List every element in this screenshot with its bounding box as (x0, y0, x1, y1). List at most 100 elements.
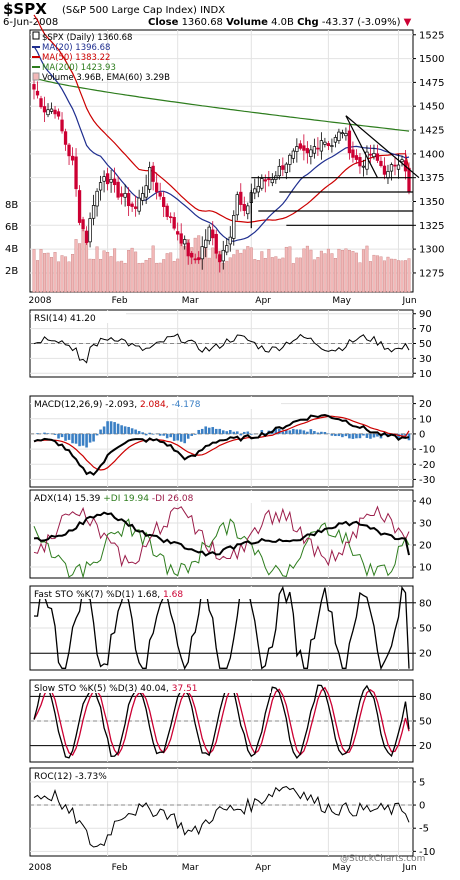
candle-body (351, 149, 355, 158)
chg-label: Chg (297, 17, 319, 28)
macd-histogram-bar (53, 433, 57, 435)
volume-bar (239, 252, 243, 293)
macd-histogram-bar (60, 433, 64, 438)
quote-line: Close 1360.68 Volume 4.0B Chg -43.37 (-3… (148, 17, 411, 28)
volume-bar (288, 246, 292, 293)
watermark: @StockCharts.com (340, 854, 426, 864)
volume-bar (354, 252, 358, 293)
volume-bar (365, 245, 369, 293)
macd-histogram-bar (92, 433, 95, 442)
volume-bar (295, 257, 299, 293)
volume-bar (183, 246, 187, 293)
volume-bar (281, 257, 285, 293)
down-arrow-icon: ▼ (403, 17, 412, 28)
candle-body (263, 179, 267, 182)
macd-histogram-bar (120, 425, 123, 434)
macd-label-part: MACD(12,26,9) -2.093, (34, 400, 140, 410)
candle-body (246, 205, 250, 215)
adx-label: ADX(14) 15.39 +DI 19.94 -DI 26.08 (34, 494, 194, 504)
candle-body (225, 245, 229, 253)
candle-body (60, 119, 64, 132)
candle-body (211, 229, 215, 239)
candle-body (84, 230, 89, 243)
slow-sto-k-line (33, 682, 410, 759)
roc-panel-tick-label: 0 (419, 801, 425, 812)
macd-histogram-bar (239, 433, 243, 436)
volume-bar (165, 253, 169, 293)
volume-bar (389, 258, 393, 293)
volume-bar (379, 256, 383, 293)
roc-panel-tick-label: 5 (419, 777, 425, 788)
macd-histogram-bar (186, 433, 190, 439)
month-label-top: May (332, 296, 351, 306)
candle-body (193, 258, 197, 261)
volume-bar (375, 255, 379, 293)
macd-panel-tick-label: 10 (419, 414, 432, 425)
candle-body (39, 98, 43, 108)
rsi-label: RSI(14) 41.20 (34, 314, 96, 324)
slow-sto-panel-tick-label: 80 (419, 692, 432, 703)
macd-histogram-bar (295, 429, 299, 434)
macd-histogram-bar (400, 433, 404, 436)
candle-body (260, 178, 264, 189)
macd-histogram-bar (162, 433, 165, 436)
candle-body (270, 179, 274, 184)
volume-bar (330, 253, 334, 293)
volume-bar (186, 239, 190, 293)
symbol: $SPX (3, 0, 47, 18)
volume-bar (312, 259, 316, 293)
macd-histogram-bar (383, 433, 386, 436)
candle-body (253, 188, 257, 194)
volume-bar (32, 249, 36, 293)
candle-body (379, 160, 383, 166)
candle-body (91, 205, 96, 219)
volume-bar (158, 262, 162, 293)
macd-histogram-bar (183, 433, 187, 444)
candle-body (372, 153, 376, 157)
candle-body (340, 132, 345, 135)
chart-header: $SPX (S&P 500 Large Cap Index) INDX 6-Ju… (0, 0, 460, 28)
candle-body (155, 182, 159, 193)
macd-histogram-bar (358, 433, 362, 439)
candle-body (375, 153, 380, 161)
macd-histogram-bar (116, 423, 120, 434)
macd-histogram-bar (106, 421, 109, 434)
volume-bar (337, 248, 341, 293)
candle-body (32, 84, 36, 90)
volume-bar (316, 257, 320, 293)
month-label-top: Apr (255, 296, 271, 306)
index-full-name: (S&P 500 Large Cap Index) (62, 5, 197, 16)
candle-body (281, 165, 285, 170)
volume-bar (284, 246, 288, 293)
candle-body (400, 159, 404, 163)
volume-bar (386, 256, 390, 293)
price-legend-2: MA(50) 1383.22 (42, 53, 110, 63)
roc-panel-tick-label: -5 (419, 824, 429, 835)
macd-histogram-bar (36, 433, 39, 434)
slow-sto-label: Slow STO %K(5) %D(3) 40.04, 37.51 (34, 684, 198, 694)
volume-bar (95, 246, 99, 293)
volume-bar (211, 247, 215, 293)
candle-body (316, 147, 320, 150)
macd-histogram-bar (348, 433, 351, 439)
trendline (345, 115, 420, 179)
candle-body (239, 191, 243, 205)
volume-bar (74, 239, 78, 293)
candle-body (158, 192, 162, 197)
volume-bar (106, 252, 110, 293)
candle-body (207, 226, 211, 242)
volume-bar (64, 256, 68, 293)
volume-bar (155, 262, 159, 293)
rsi-panel-tick-label: 70 (419, 324, 432, 335)
candle-body (309, 149, 313, 157)
macd-histogram-bar (46, 433, 50, 434)
candle-body (123, 193, 127, 198)
candle-body (56, 111, 61, 117)
candle-body (144, 185, 148, 198)
macd-histogram-bar (320, 431, 323, 434)
volume-bar (169, 252, 173, 293)
candle-body (295, 146, 299, 152)
volume-bar (81, 226, 85, 293)
volume-bar (400, 260, 404, 293)
slow-sto-panel-tick-label: 50 (419, 717, 432, 728)
